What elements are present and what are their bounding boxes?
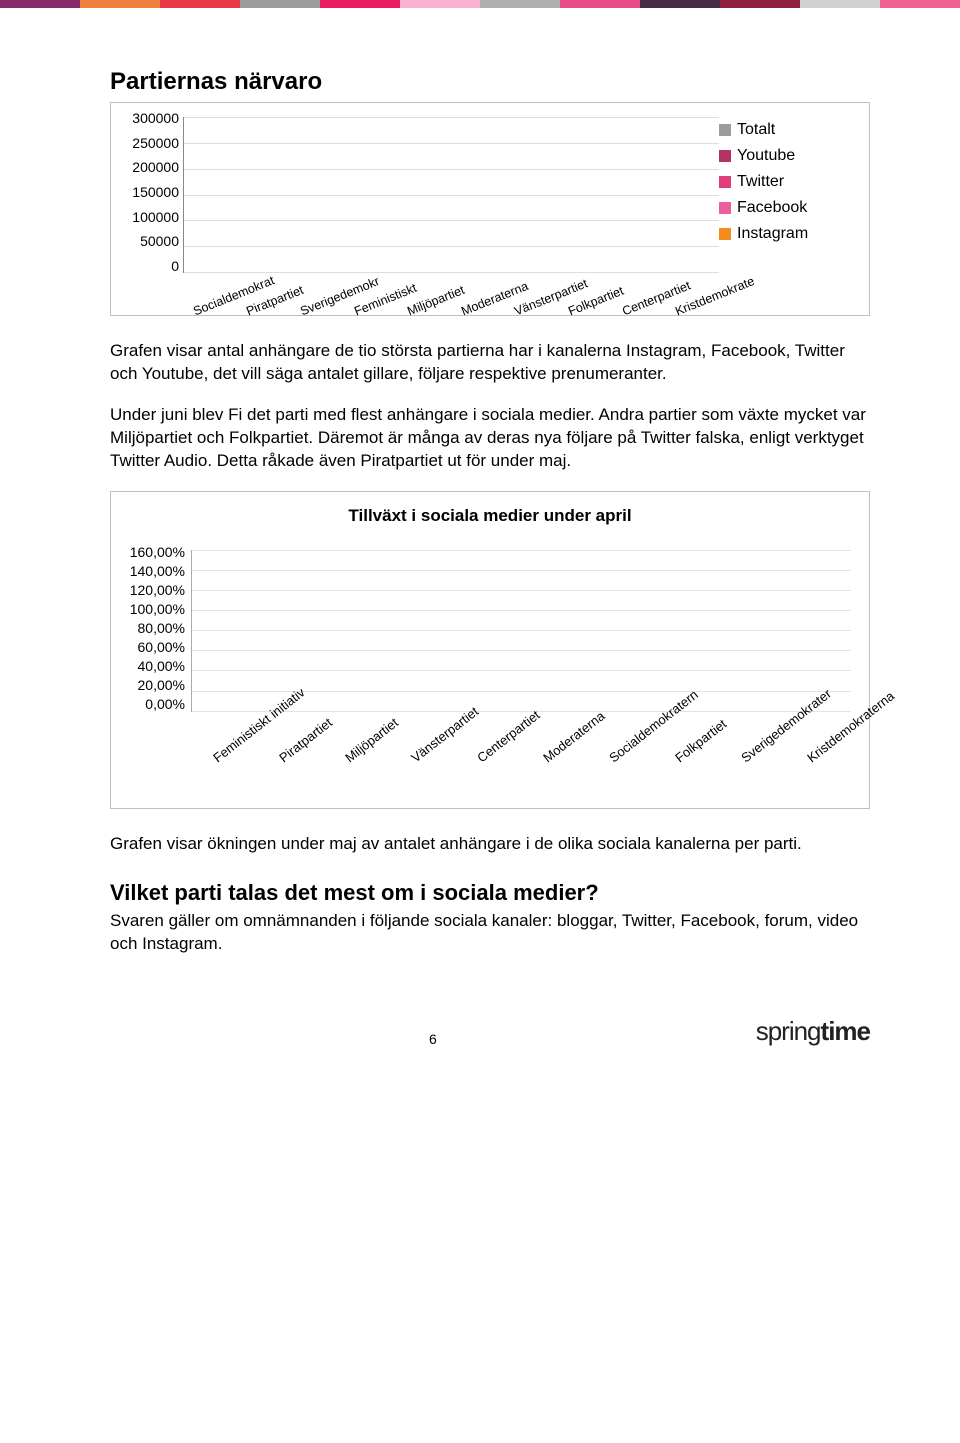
- page-footer: 6 springtime: [110, 1016, 870, 1047]
- legend-item: Instagram: [719, 225, 859, 243]
- section-heading: Vilket parti talas det mest om i sociala…: [110, 880, 870, 906]
- legend-item: Totalt: [719, 121, 859, 139]
- page-number: 6: [429, 1031, 437, 1047]
- paragraph-4: Svaren gäller om omnämnanden i följande …: [110, 910, 870, 956]
- legend-item: Youtube: [719, 147, 859, 165]
- chart1-container: 300000250000200000150000100000500000 Soc…: [110, 102, 870, 316]
- page-title: Partiernas närvaro: [110, 68, 870, 96]
- paragraph-3: Grafen visar ökningen under maj av antal…: [110, 833, 870, 856]
- legend-item: Facebook: [719, 199, 859, 217]
- chart1-plot-area: [183, 117, 719, 273]
- chart1-xlabels: SocialdemokratPiratpartietSverigedemokrF…: [183, 273, 719, 315]
- chart2-yaxis: 160,00%140,00%120,00%100,00%80,00%60,00%…: [121, 544, 185, 712]
- paragraph-1: Grafen visar antal anhängare de tio stör…: [110, 340, 870, 386]
- legend-item: Twitter: [719, 173, 859, 191]
- chart2-plot-area: 52,65%139,83%: [191, 550, 851, 712]
- logo-part-b: time: [821, 1016, 870, 1046]
- chart1-yaxis: 300000250000200000150000100000500000: [121, 111, 179, 273]
- chart2-title: Tillväxt i sociala medier under april: [121, 506, 859, 526]
- chart2-container: Tillväxt i sociala medier under april 16…: [110, 491, 870, 809]
- top-color-bar: [0, 0, 960, 8]
- springtime-logo: springtime: [756, 1016, 870, 1047]
- chart2-xlabels: Feministiskt initiativPiratpartietMiljöp…: [191, 712, 851, 804]
- logo-part-a: spring: [756, 1016, 821, 1046]
- paragraph-2: Under juni blev Fi det parti med flest a…: [110, 404, 870, 473]
